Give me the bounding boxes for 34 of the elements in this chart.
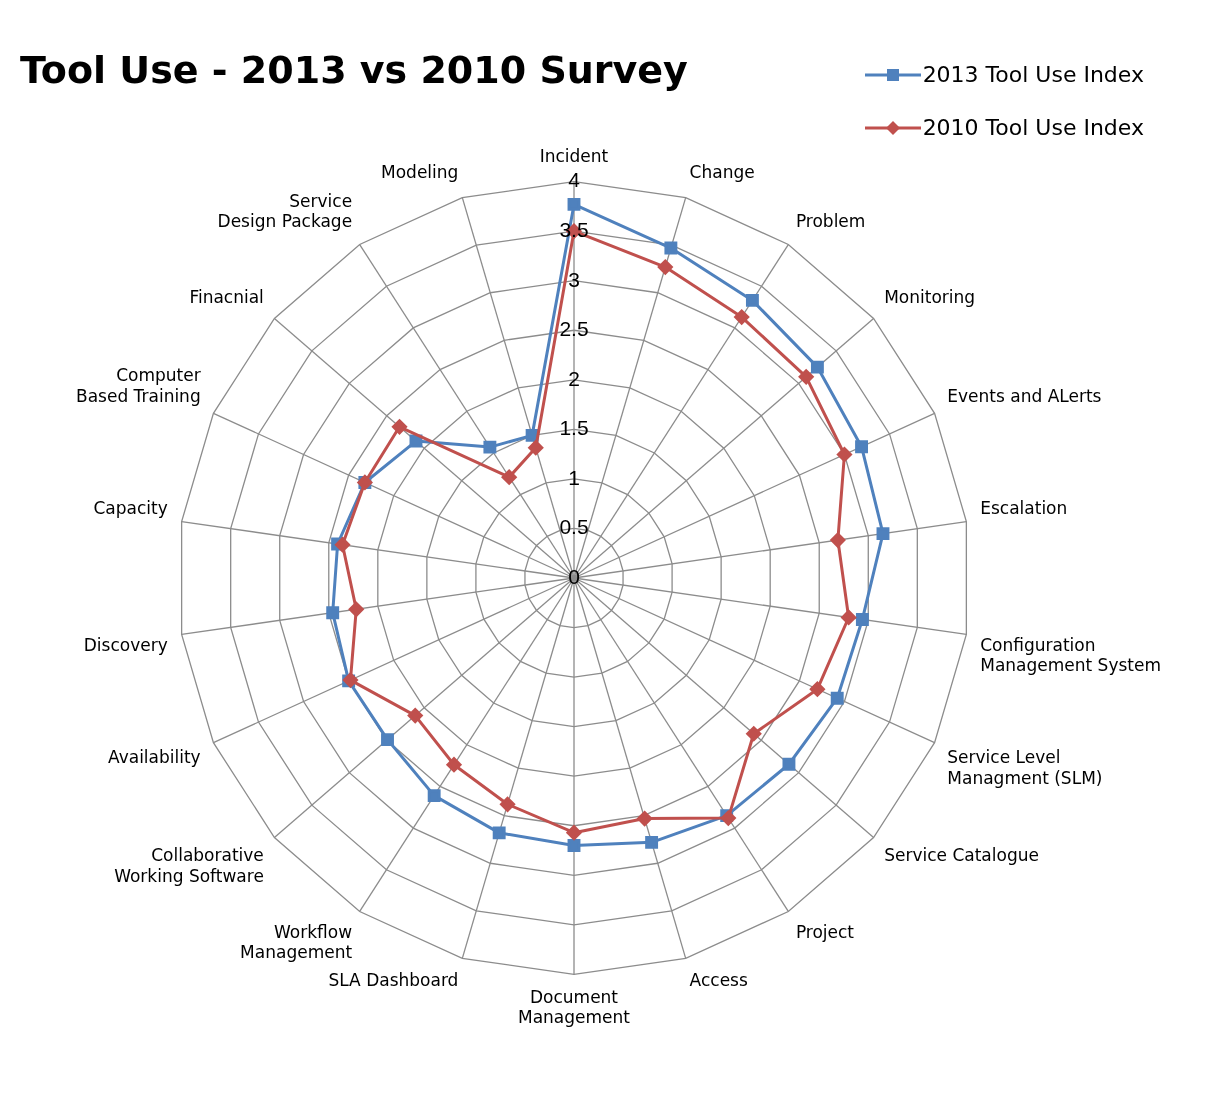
chart-title: Tool Use - 2013 vs 2010 Survey — [20, 47, 689, 92]
spoke-label: Document Management — [518, 987, 631, 1028]
spoke-label: Escalation — [980, 497, 1068, 518]
y-tick-label: 1.5 — [559, 416, 589, 440]
spoke-label: Computer Based Training — [76, 365, 201, 406]
spoke-label: Events and ALerts — [947, 385, 1102, 406]
y-tick-label: 4 — [568, 168, 581, 192]
spoke-label: Capacity — [93, 497, 168, 518]
y-tick-label: 2.5 — [559, 317, 589, 341]
spoke-label: Configuration Management System — [980, 635, 1162, 676]
spoke-label: Collaborative Working Software — [114, 845, 264, 886]
y-tick-label: 0 — [568, 564, 580, 588]
spoke-label: Finacnial — [189, 287, 264, 308]
spoke-label: Monitoring — [884, 287, 976, 308]
spoke-label: Service Level Managment (SLM) — [947, 747, 1103, 788]
legend-label: 2013 Tool Use Index — [922, 62, 1144, 87]
spoke-label: Discovery — [83, 635, 168, 656]
spoke-label: SLA Dashboard — [328, 970, 459, 991]
spoke-label: Modeling — [381, 162, 459, 183]
y-tick-label: 1 — [568, 465, 580, 489]
spoke-label: Project — [795, 921, 855, 942]
spoke-label: Availability — [108, 747, 201, 768]
spoke-label: Workflow Management — [240, 921, 353, 963]
y-tick-label: 3 — [568, 267, 580, 291]
spoke-label: Problem — [795, 210, 866, 231]
y-tick-label: 0.5 — [559, 515, 589, 539]
spoke-label: Change — [689, 162, 755, 183]
spoke-label: Service Catalogue — [884, 845, 1039, 866]
legend-label: 2010 Tool Use Index — [922, 115, 1144, 140]
spoke-label: Access — [689, 970, 748, 991]
spoke-label: Incident — [539, 145, 609, 166]
y-tick-label: 2 — [568, 366, 580, 390]
spoke-label: Service Design Package — [217, 190, 353, 231]
y-tick-label: 3.5 — [559, 217, 589, 241]
